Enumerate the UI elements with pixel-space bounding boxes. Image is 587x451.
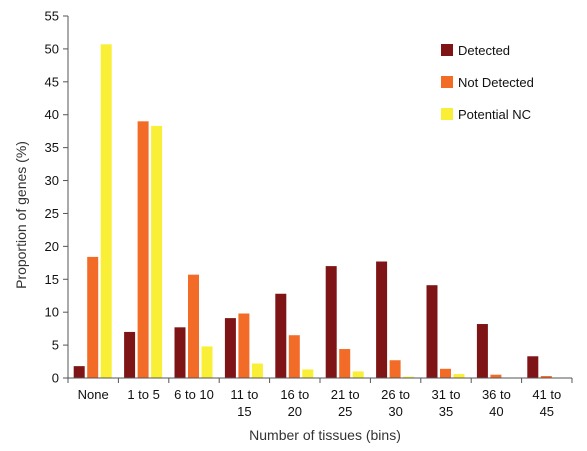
legend-label: Potential NC — [458, 107, 531, 122]
bar-potential-nc — [352, 371, 364, 378]
x-category-label: 1 to 5 — [127, 387, 160, 402]
axes — [67, 16, 572, 379]
bar-not-detected — [490, 374, 502, 378]
bar-not-detected — [540, 376, 552, 378]
bar-not-detected — [238, 313, 250, 378]
y-tick-label: 50 — [45, 41, 59, 56]
y-tick-label: 0 — [52, 371, 59, 386]
bar-potential-nc — [403, 376, 415, 378]
bar-not-detected — [389, 360, 401, 378]
bar-detected — [174, 327, 186, 378]
x-category-label: 36 to 40 — [482, 387, 511, 419]
y-tick-label: 25 — [45, 206, 59, 221]
y-axis-ticks: 0 5 10 15 20 25 30 35 40 45 50 55 — [45, 9, 68, 386]
x-category-label: 21 to 25 — [331, 387, 360, 419]
legend-label: Detected — [458, 43, 510, 58]
x-category-label: None — [78, 387, 109, 402]
x-category-label: 26 to 30 — [381, 387, 410, 419]
bar-detected — [476, 324, 488, 378]
bar-not-detected — [87, 256, 99, 378]
bar-potential-nc — [302, 369, 314, 378]
x-category-label: 16 to 20 — [280, 387, 309, 419]
bar-not-detected — [137, 121, 149, 378]
y-tick-label: 10 — [45, 305, 59, 320]
legend-swatch — [441, 44, 453, 56]
bar-potential-nc — [100, 44, 112, 379]
bar-detected — [426, 285, 438, 378]
x-axis-categories: None 1 to 5 6 to 10 11 to 15 16 to 20 21 to 25 26… — [67, 378, 573, 419]
x-axis-title: Number of tissues (bins) — [249, 427, 401, 443]
bar-not-detected — [188, 274, 199, 378]
y-axis-title: Proportion of genes (%) — [13, 141, 29, 289]
bar-potential-nc — [201, 346, 213, 378]
x-category-label: 31 to 35 — [432, 387, 461, 419]
legend-label: Not Detected — [458, 75, 534, 90]
y-tick-label: 55 — [45, 9, 59, 24]
bar-detected — [325, 266, 337, 378]
legend-swatch — [441, 76, 453, 88]
bar-not-detected — [440, 368, 451, 378]
y-tick-label: 40 — [45, 107, 59, 122]
y-tick-label: 5 — [52, 338, 59, 353]
bar-potential-nc — [453, 374, 465, 378]
y-tick-label: 45 — [45, 74, 59, 89]
bar-detected — [275, 293, 287, 378]
bar-detected — [376, 261, 388, 378]
bar-detected — [224, 318, 236, 378]
y-tick-label: 20 — [45, 239, 59, 254]
bar-detected — [527, 356, 539, 378]
y-tick-label: 30 — [45, 173, 59, 188]
legend-swatch — [441, 108, 453, 120]
bar-marks — [73, 44, 552, 379]
x-category-label: 6 to 10 — [174, 387, 214, 402]
bar-not-detected — [339, 349, 351, 378]
bar-not-detected — [288, 335, 300, 378]
x-category-label: 41 to 45 — [532, 387, 561, 419]
y-tick-label: 15 — [45, 272, 59, 287]
bar-potential-nc — [251, 363, 263, 378]
bar-detected — [73, 366, 85, 378]
x-category-label: 11 to 15 — [230, 387, 258, 419]
bar-detected — [124, 331, 136, 378]
y-tick-label: 35 — [45, 140, 59, 155]
legend: Detected Not Detected Potential NC — [441, 43, 534, 122]
bar-potential-nc — [151, 125, 163, 378]
